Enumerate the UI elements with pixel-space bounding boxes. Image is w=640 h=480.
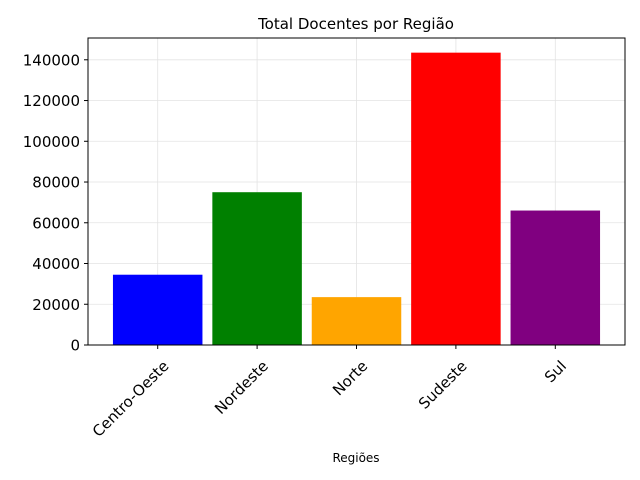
x-tick-label-3: Sudeste xyxy=(415,357,471,413)
x-axis-label: Regiões xyxy=(332,451,379,465)
y-tick-label-2: 40000 xyxy=(32,255,80,273)
x-tick-label-2: Norte xyxy=(329,357,371,399)
y-tick-label-6: 120000 xyxy=(23,92,80,110)
bar-norte xyxy=(311,297,402,345)
x-tick-label-0: Centro-Oeste xyxy=(89,357,173,441)
x-axis: Centro-Oeste Nordeste Norte Sudeste Sul xyxy=(89,345,570,441)
y-tick-label-7: 140000 xyxy=(23,51,80,69)
x-tick-label-4: Sul xyxy=(541,357,570,386)
bar-sudeste xyxy=(411,52,501,345)
y-tick-label-4: 80000 xyxy=(32,174,80,192)
y-tick-label-3: 60000 xyxy=(32,214,80,232)
bars xyxy=(112,52,601,345)
bar-centro-oeste xyxy=(112,274,203,345)
y-axis: 0 20000 40000 60000 80000 100000 120000 140000 xyxy=(23,51,88,355)
x-tick-label-1: Nordeste xyxy=(211,357,272,418)
bar-sul xyxy=(510,210,601,345)
y-tick-label-0: 0 xyxy=(70,337,80,355)
y-tick-label-1: 20000 xyxy=(32,296,80,314)
y-tick-label-5: 100000 xyxy=(23,133,80,151)
chart-title: Total Docentes por Região xyxy=(257,15,454,33)
bar-nordeste xyxy=(212,192,302,345)
